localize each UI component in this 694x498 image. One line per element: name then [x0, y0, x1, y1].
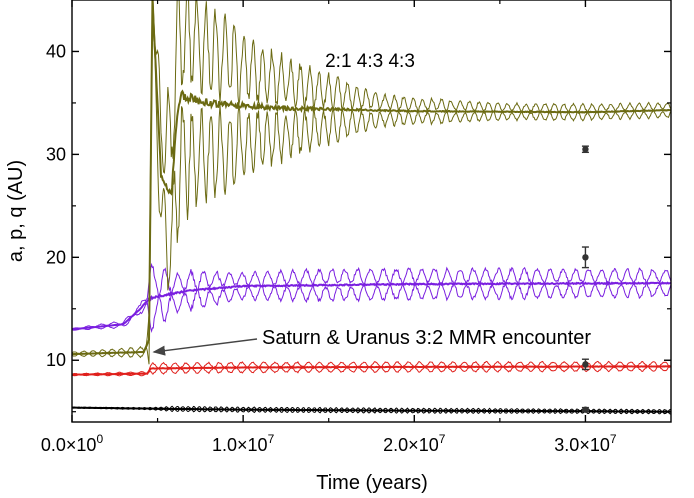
y-axis-label: a, p, q (AU) — [5, 160, 27, 262]
error-bar-point — [582, 254, 589, 261]
tick-layer: 0.0×100 1.0×107 2.0×107 3.0×107 10 20 30 40 — [41, 0, 671, 455]
error-bar — [581, 145, 589, 154]
error-bar-point — [582, 361, 589, 368]
y-tick-label: 20 — [46, 247, 66, 267]
error-bar — [581, 406, 589, 413]
error-bar — [581, 358, 589, 371]
error-bar — [581, 246, 589, 269]
series-neptune-p-line — [72, 16, 671, 365]
series-uranus — [72, 262, 671, 333]
series-jupiter-a-line — [72, 406, 671, 413]
x-tick-exponent: 7 — [439, 432, 446, 446]
x-tick-label: 3.0×107 — [554, 432, 617, 455]
series-saturn-a-line — [72, 365, 671, 376]
x-tick-label: 2.0×107 — [383, 432, 446, 455]
series-saturn — [72, 360, 671, 377]
x-tick-exponent: 7 — [610, 432, 617, 446]
x-tick-label: 0.0×100 — [41, 432, 104, 455]
error-bar-point — [582, 146, 589, 153]
series-saturn-q-line — [72, 360, 671, 375]
y-tick-label: 40 — [46, 41, 66, 61]
series-neptune — [72, 0, 671, 365]
y-tick-label: 30 — [46, 144, 66, 164]
annotation-text: Saturn & Uranus 3:2 MMR encounter — [262, 327, 591, 349]
series-layer — [72, 0, 671, 415]
annotation: Saturn & Uranus 3:2 MMR encounter — [152, 327, 591, 356]
resonance-label: 2:1 4:3 4:3 — [325, 51, 415, 72]
series-uranus-p-line — [72, 281, 671, 333]
x-tick-exponent: 7 — [268, 432, 275, 446]
x-tick-label: 1.0×107 — [212, 432, 275, 455]
series-uranus-q-line — [72, 262, 671, 330]
series-jupiter — [72, 405, 671, 415]
series-saturn-p-line — [72, 365, 671, 377]
x-axis-label: Time (years) — [316, 472, 427, 494]
series-neptune-q-line — [72, 0, 671, 355]
y-tick-label: 10 — [46, 350, 66, 370]
series-uranus-a-line — [72, 281, 671, 331]
error-bar-point — [582, 406, 589, 413]
annotation-arrow — [152, 338, 258, 356]
series-neptune-a-line — [72, 0, 671, 356]
errorbar-layer — [581, 145, 589, 413]
plot-frame — [71, 0, 672, 423]
x-tick-exponent: 0 — [96, 432, 103, 446]
